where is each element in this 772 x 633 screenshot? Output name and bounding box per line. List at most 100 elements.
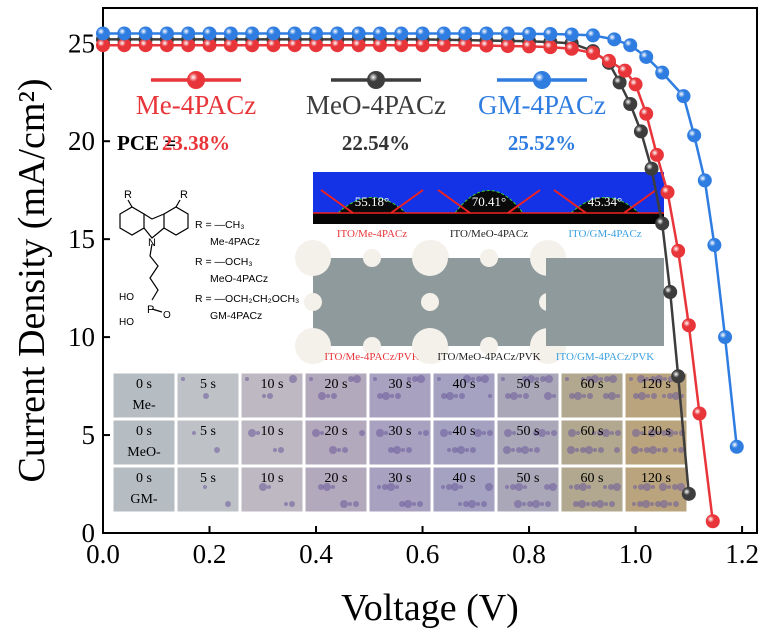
legend-marker	[187, 71, 205, 89]
time-label: 30 s	[389, 471, 412, 486]
data-point	[330, 26, 345, 41]
crystal	[651, 393, 657, 399]
atom-label: R	[124, 189, 132, 201]
data-point	[415, 26, 430, 41]
data-point	[639, 106, 654, 121]
crystal	[546, 431, 550, 435]
time-label: 5 s	[200, 377, 216, 392]
crystal	[586, 376, 592, 382]
crystal	[348, 376, 354, 382]
molecule-name: MeO-4PACz	[210, 273, 268, 285]
crystal	[510, 484, 516, 490]
crystal	[567, 446, 575, 454]
legend-label: MeO-4PACz	[306, 90, 446, 120]
data-point	[394, 26, 409, 41]
crystal	[591, 375, 599, 383]
bond	[175, 199, 181, 208]
crystal	[181, 377, 185, 381]
crystal	[377, 393, 383, 399]
crystal	[633, 393, 639, 399]
data-point	[372, 38, 387, 53]
crystal	[640, 431, 644, 435]
crystal	[267, 485, 271, 489]
data-point	[543, 27, 558, 42]
crystal	[459, 485, 463, 489]
microscope-frame	[240, 419, 304, 466]
crystal	[393, 446, 401, 454]
crystal	[613, 483, 621, 491]
x-tick-label: 1.0	[619, 539, 653, 569]
crystal	[342, 447, 348, 453]
data-point	[479, 38, 494, 53]
crystal	[657, 448, 661, 452]
data-point	[628, 77, 643, 92]
crystal	[353, 501, 359, 507]
time-label: 120 s	[641, 471, 671, 486]
crystal	[527, 501, 533, 507]
data-point	[309, 38, 324, 53]
x-tick-label: 0.4	[299, 539, 333, 569]
atom-label: P	[147, 304, 154, 316]
crystal	[549, 483, 557, 491]
data-point	[564, 41, 579, 56]
crystal	[540, 502, 544, 506]
time-label: 30 s	[389, 377, 412, 392]
crystal	[417, 501, 423, 507]
film-void	[295, 240, 331, 276]
data-point	[117, 38, 132, 53]
crystal	[401, 448, 405, 452]
crystal	[609, 501, 615, 507]
ring	[163, 206, 189, 236]
data-point	[351, 26, 366, 41]
crystal	[412, 502, 416, 506]
crystal	[395, 485, 399, 489]
crystal	[527, 375, 535, 383]
time-label: 0 s	[136, 377, 152, 392]
data-point	[138, 26, 153, 41]
time-label: 10 s	[261, 471, 284, 486]
microscope-frame	[112, 466, 176, 513]
crystal	[284, 502, 288, 506]
crystal	[515, 483, 523, 491]
crystal	[575, 448, 579, 452]
substrate	[430, 213, 548, 224]
crystal	[523, 485, 527, 489]
crystal	[545, 501, 551, 507]
legend-label: Me-4PACz	[136, 90, 257, 120]
data-point	[159, 38, 174, 53]
crystal	[663, 377, 667, 381]
legend-marker	[533, 71, 551, 89]
crystal	[326, 394, 330, 398]
crystal	[540, 376, 546, 382]
time-label: 0 s	[136, 471, 152, 486]
time-label: 5 s	[200, 424, 216, 439]
crystal	[382, 392, 390, 400]
data-point	[96, 26, 110, 41]
crystal	[440, 429, 448, 437]
data-point	[309, 26, 324, 41]
crystal	[407, 377, 411, 381]
crystal	[565, 377, 569, 381]
data-point	[633, 124, 648, 139]
crystal	[353, 375, 361, 383]
crystal	[585, 446, 593, 454]
film-void	[363, 337, 381, 355]
crystal	[646, 394, 650, 398]
crystal	[516, 447, 522, 453]
data-point	[671, 369, 686, 384]
crystal	[648, 429, 656, 437]
crystal	[329, 446, 337, 454]
film-void	[421, 293, 439, 311]
crystal	[318, 392, 326, 400]
crystal	[481, 501, 487, 507]
crystal	[569, 393, 575, 399]
crystal	[476, 376, 482, 382]
crystal	[655, 501, 661, 507]
y-axis-label: Current Density (mA/cm²)	[11, 79, 53, 483]
microscope-frame	[304, 419, 368, 466]
crystal	[331, 485, 335, 489]
crystal	[523, 393, 529, 399]
crystal	[582, 394, 586, 398]
crystal	[677, 483, 685, 491]
crystal	[602, 429, 610, 437]
